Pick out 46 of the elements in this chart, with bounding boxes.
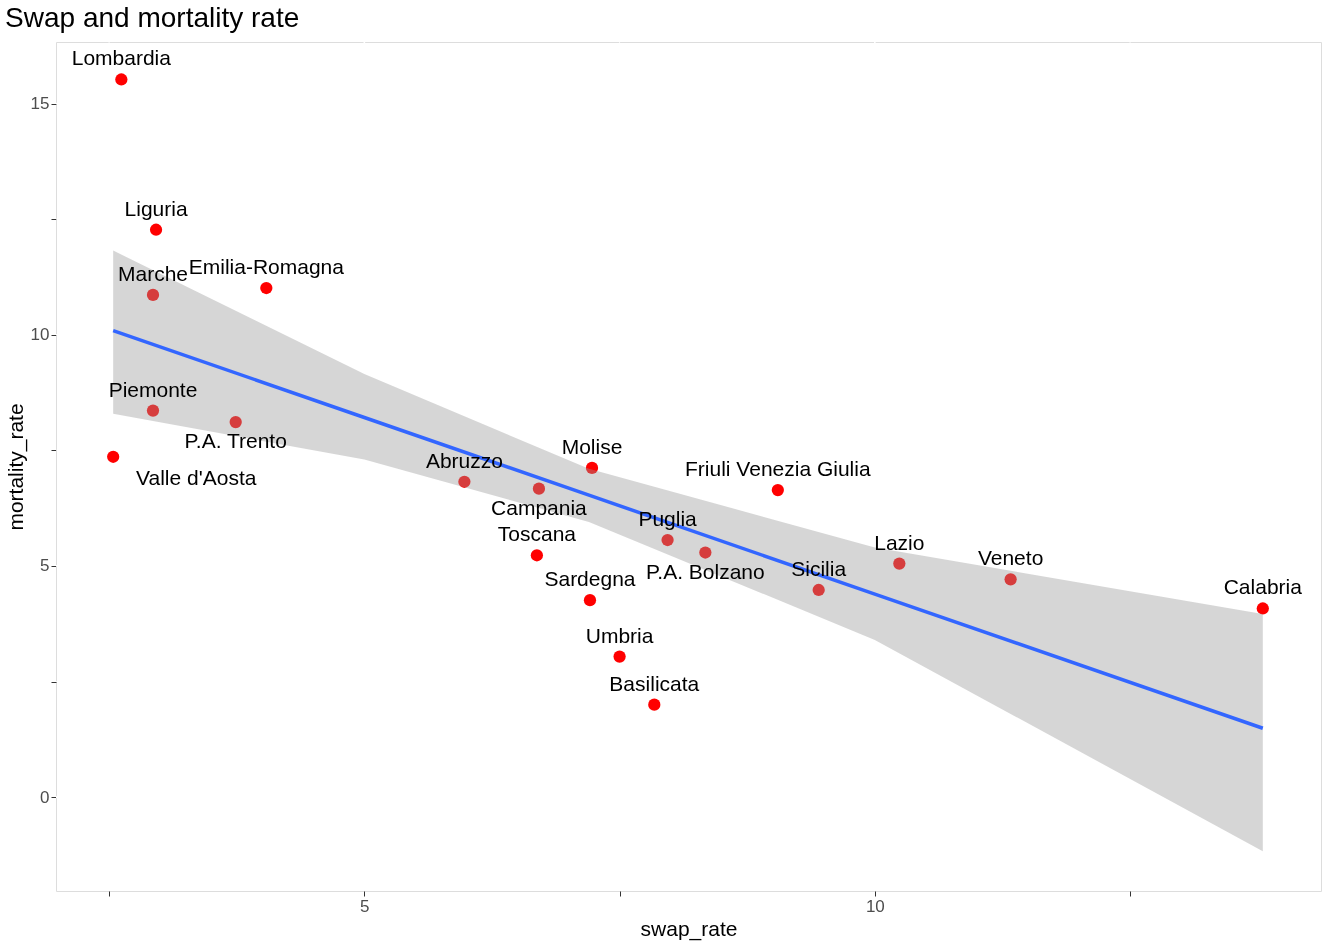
- annotation: P.A. Trento: [184, 429, 287, 453]
- point: [613, 650, 626, 663]
- point: [812, 583, 825, 597]
- annotation: Molise: [561, 434, 623, 458]
- point: [107, 450, 120, 463]
- annotation: Umbria: [585, 623, 654, 647]
- point: [260, 281, 273, 295]
- annotation: Sardegna: [544, 567, 636, 591]
- point: [893, 557, 906, 570]
- annotation: Calabria: [1223, 575, 1303, 599]
- annotation: Campania: [491, 495, 588, 519]
- y-tick-label: 15: [30, 94, 50, 113]
- point: [229, 416, 242, 429]
- point: [115, 73, 128, 86]
- annotation: Emilia-Romagna: [188, 254, 345, 278]
- point: [648, 698, 661, 711]
- y-tick-label: 5: [40, 556, 50, 576]
- x-axis-title: swap_rate: [640, 916, 738, 941]
- annotation: P.A. Bolzano: [645, 559, 765, 583]
- y-axis-title: mortality_rate: [3, 403, 28, 531]
- point: [530, 549, 544, 562]
- point: [1256, 602, 1269, 615]
- annotation: Marche: [117, 261, 189, 285]
- annotation: Lazio: [874, 530, 925, 554]
- point: [532, 482, 546, 495]
- point: [146, 288, 160, 302]
- annotation: Friuli Venezia Giulia: [685, 457, 871, 481]
- point: [583, 594, 597, 607]
- point: [585, 461, 599, 474]
- y-tick-label: 0: [40, 787, 50, 807]
- point: [771, 483, 784, 497]
- point: [661, 533, 674, 547]
- annotation: Toscana: [497, 522, 577, 546]
- point: [1004, 573, 1017, 586]
- point: [146, 404, 160, 417]
- point: [458, 475, 471, 488]
- point: [149, 223, 163, 236]
- annotation: Veneto: [977, 546, 1044, 570]
- point: [699, 546, 712, 559]
- annotation: Liguria: [124, 196, 188, 220]
- y-tick-label: 10: [30, 325, 50, 345]
- annotation: Basilicata: [609, 671, 700, 695]
- annotation: Piemonte: [108, 377, 198, 401]
- annotation: Lombardia: [71, 46, 172, 70]
- chart-title: Swap and mortality rate: [5, 2, 300, 34]
- annotation: Valle d'Aosta: [136, 465, 257, 489]
